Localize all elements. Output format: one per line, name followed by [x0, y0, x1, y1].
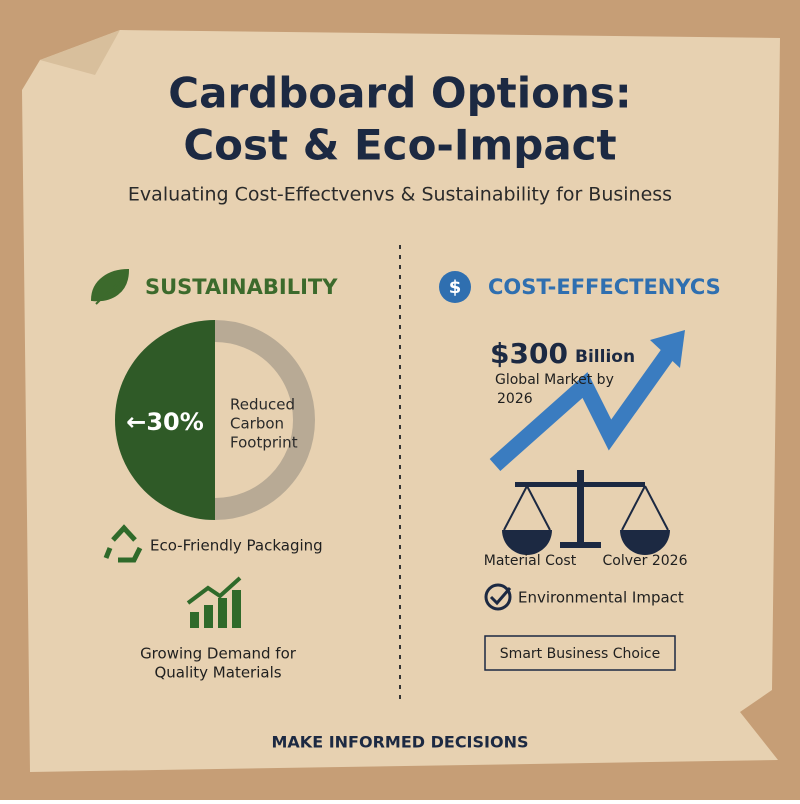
feature-item: Quality Materials [154, 664, 281, 682]
donut-text: Carbon [230, 415, 284, 433]
feature-item: Growing Demand for [140, 645, 297, 663]
growth-icon [186, 576, 242, 628]
feature-item: Eco-Friendly Packaging [150, 537, 323, 555]
donut-value: ←30% [126, 408, 204, 436]
market-value: $300 [490, 337, 568, 370]
donut-fill [115, 320, 215, 520]
choice-text: Smart Business Choice [500, 646, 660, 662]
market-text: 2026 [497, 391, 533, 407]
recycle-icon [103, 524, 143, 563]
market-unit: Billion [575, 347, 635, 367]
choice-box [484, 635, 676, 671]
scale-label: Colver 2026 [603, 553, 688, 569]
subtitle: Evaluating Cost-Effectvenvs & Sustainabi… [128, 184, 672, 206]
check-icon [484, 583, 512, 611]
market-text: Global Market by [495, 372, 614, 388]
title-line: Cost & Eco-Impact [183, 121, 616, 170]
dollar-icon [439, 271, 471, 303]
growth-arrow [489, 343, 679, 471]
donut-text: Footprint [230, 434, 298, 452]
arrow-head [650, 330, 685, 368]
donut-text: Reduced [230, 396, 295, 414]
section-heading: COST-EFFECTENYCS [488, 275, 721, 299]
scale-icon [502, 470, 670, 555]
paper [22, 30, 780, 772]
leaf-icon [90, 268, 130, 305]
section-heading: SUSTAINABILITY [145, 275, 338, 299]
paper-fold [40, 30, 120, 75]
feature-item: Environmental Impact [518, 589, 684, 607]
dollar-icon-text: $ [449, 277, 462, 298]
title-line: Cardboard Options: [168, 69, 631, 118]
footer: MAKE INFORMED DECISIONS [272, 733, 529, 752]
scale-label: Material Cost [484, 553, 577, 569]
check-mark [489, 587, 512, 606]
